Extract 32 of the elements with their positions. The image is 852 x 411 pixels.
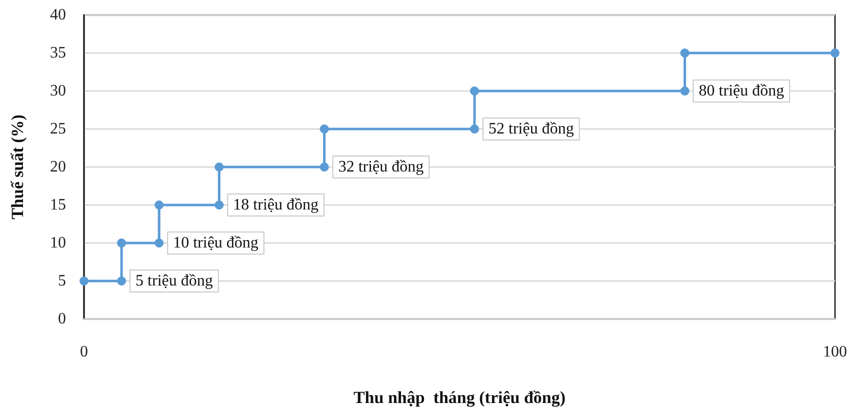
y-tick-label: 35 [50, 44, 66, 62]
point [320, 124, 329, 134]
point [470, 124, 480, 134]
y-tick-label: 25 [50, 120, 66, 138]
y-tick-label: 5 [58, 272, 66, 290]
y-tick-label: 30 [50, 82, 66, 100]
y-tick-label: 20 [50, 158, 66, 176]
annotation: 32 triệu đồng [338, 158, 424, 176]
y-tick-label: 40 [50, 6, 66, 24]
annotation: 10 triệu đồng [173, 234, 258, 252]
point [680, 86, 690, 96]
annotation: 52 triệu đồng [488, 120, 574, 138]
annotation: 80 triệu đồng [698, 82, 784, 100]
point [154, 238, 164, 248]
point [117, 276, 126, 286]
point [320, 162, 329, 172]
y-tick-label: 15 [50, 196, 66, 214]
y-axis-title: Thuế suất (%) [8, 114, 27, 220]
point [830, 48, 840, 58]
point [214, 200, 224, 210]
annotation: 18 triệu đồng [233, 196, 319, 214]
annotation: 5 triệu đồng [136, 272, 213, 290]
y-tick-label: 0 [58, 310, 66, 328]
point [80, 276, 88, 286]
point [680, 48, 690, 58]
x-axis-title: Thu nhập tháng (triệu đồng) [353, 388, 566, 407]
point [117, 238, 126, 248]
point [154, 200, 164, 210]
y-tick-label: 10 [50, 234, 66, 252]
point [470, 86, 480, 96]
point [214, 162, 224, 172]
x-tick-label: 100 [823, 344, 847, 360]
